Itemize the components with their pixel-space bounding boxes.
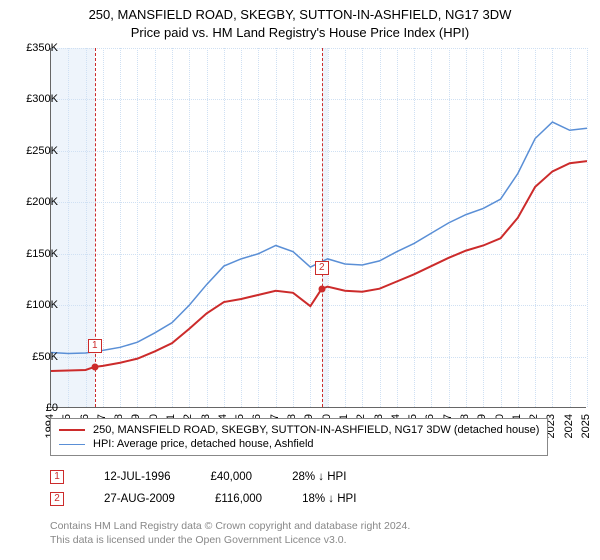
title-line-1: 250, MANSFIELD ROAD, SKEGBY, SUTTON-IN-A… [89, 7, 512, 22]
y-tick-label: £250K [14, 145, 58, 157]
title-line-2: Price paid vs. HM Land Registry's House … [131, 25, 469, 40]
marker-delta: 28% ↓ HPI [292, 471, 346, 483]
marker-dot [318, 285, 325, 292]
marker-table-index: 1 [50, 470, 64, 484]
marker-label: 2 [315, 261, 329, 275]
marker-table-index: 2 [50, 492, 64, 506]
marker-delta: 18% ↓ HPI [302, 493, 356, 505]
marker-price: £116,000 [215, 493, 262, 505]
legend-label: 250, MANSFIELD ROAD, SKEGBY, SUTTON-IN-A… [93, 424, 539, 436]
x-tick-label: 2025 [580, 414, 592, 438]
footnote-line-2: This data is licensed under the Open Gov… [50, 534, 347, 546]
marker-date: 12-JUL-1996 [104, 471, 170, 483]
x-tick-label: 2024 [563, 414, 575, 438]
marker-price: £40,000 [210, 471, 252, 483]
series-svg [51, 48, 587, 408]
marker-label: 1 [88, 339, 102, 353]
y-tick-label: £300K [14, 93, 58, 105]
series-hpi [51, 122, 587, 353]
marker-dot [91, 363, 98, 370]
y-tick-label: £150K [14, 248, 58, 260]
gridline-v [587, 48, 588, 407]
footnote-line-1: Contains HM Land Registry data © Crown c… [50, 520, 410, 532]
y-tick-label: £350K [14, 42, 58, 54]
y-tick-label: £200K [14, 196, 58, 208]
legend-label: HPI: Average price, detached house, Ashf… [93, 438, 314, 450]
legend: 250, MANSFIELD ROAD, SKEGBY, SUTTON-IN-A… [50, 418, 548, 456]
legend-item: 250, MANSFIELD ROAD, SKEGBY, SUTTON-IN-A… [59, 423, 539, 437]
marker-table-row: 1 12-JUL-1996 £40,000 28% ↓ HPI [50, 466, 356, 488]
legend-swatch [59, 444, 85, 445]
legend-swatch [59, 429, 85, 431]
y-tick-label: £50K [14, 351, 58, 363]
chart-plot-area: 12 [50, 48, 586, 408]
chart-title: 250, MANSFIELD ROAD, SKEGBY, SUTTON-IN-A… [0, 0, 600, 41]
chart-container: 250, MANSFIELD ROAD, SKEGBY, SUTTON-IN-A… [0, 0, 600, 560]
footnote: Contains HM Land Registry data © Crown c… [50, 520, 410, 547]
marker-date: 27-AUG-2009 [104, 493, 175, 505]
legend-item: HPI: Average price, detached house, Ashf… [59, 437, 539, 451]
marker-table: 1 12-JUL-1996 £40,000 28% ↓ HPI 2 27-AUG-2009… [50, 466, 356, 510]
y-tick-label: £0 [14, 402, 58, 414]
y-tick-label: £100K [14, 299, 58, 311]
marker-table-row: 2 27-AUG-2009 £116,000 18% ↓ HPI [50, 488, 356, 510]
